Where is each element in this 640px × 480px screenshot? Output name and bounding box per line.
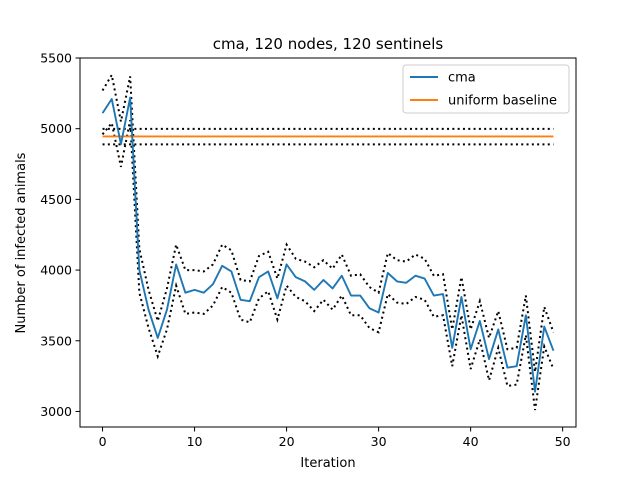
legend: cma uniform baseline: [402, 64, 570, 114]
y-tick-label-4000: 4000: [40, 263, 72, 278]
axes: 0 10 20 30 40 50 3000 3500 4000 4500 5000 5500: [40, 51, 577, 449]
x-axis-label: Iteration: [300, 456, 355, 471]
x-tick-label-10: 10: [187, 434, 203, 449]
chart-title: cma, 120 nodes, 120 sentinels: [213, 35, 444, 53]
x-tick-label-0: 0: [99, 434, 107, 449]
y-tick-label-5500: 5500: [40, 51, 72, 66]
y-tick-label-4500: 4500: [40, 192, 72, 207]
legend-label-uniform-baseline: uniform baseline: [448, 94, 557, 109]
legend-box: [402, 64, 570, 114]
x-tick-label-40: 40: [463, 434, 479, 449]
plot-area: [101, 72, 555, 411]
legend-label-cma: cma: [448, 71, 476, 86]
y-tick-label-3000: 3000: [40, 404, 72, 419]
y-tick-label-3500: 3500: [40, 333, 72, 348]
axes-frame: [79, 57, 577, 428]
x-tick-label-20: 20: [279, 434, 295, 449]
x-tick-label-50: 50: [555, 434, 571, 449]
cma-series-line: [101, 96, 555, 393]
y-axis-label: Number of infected animals: [14, 152, 29, 333]
x-tick-label-30: 30: [371, 434, 387, 449]
y-tick-label-5000: 5000: [40, 121, 72, 136]
cma-lower-band: [101, 120, 555, 411]
plot-content: [101, 72, 555, 411]
